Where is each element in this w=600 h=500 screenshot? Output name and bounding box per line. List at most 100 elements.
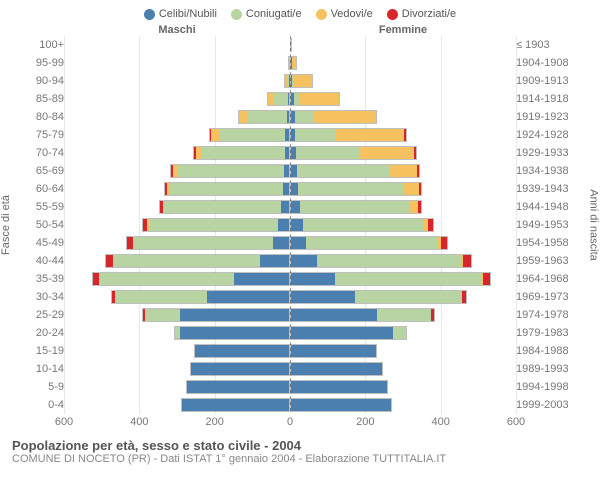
age-label: 50-54 bbox=[20, 219, 68, 231]
year-label: 1999-2003 bbox=[512, 399, 580, 411]
bar-female bbox=[290, 182, 422, 196]
year-label: 1984-1988 bbox=[512, 345, 580, 357]
year-label: 1929-1933 bbox=[512, 147, 580, 159]
age-label: 60-64 bbox=[20, 183, 68, 195]
age-row: 60-64 1939-1943 bbox=[20, 180, 580, 198]
legend: Celibi/Nubili Coniugati/e Vedovi/e Divorzia… bbox=[0, 0, 600, 24]
chart-title: Popolazione per età, sesso e stato civil… bbox=[12, 438, 588, 453]
col-title-male: Maschi bbox=[64, 24, 290, 36]
age-label: 45-49 bbox=[20, 237, 68, 249]
age-row: 55-59 1944-1948 bbox=[20, 198, 580, 216]
age-row: 80-841919-1923 bbox=[20, 108, 580, 126]
bar-female bbox=[290, 164, 420, 178]
age-row: 25-29 1974-1978 bbox=[20, 306, 580, 324]
y-axis-title-right: Anni di nascita bbox=[588, 189, 600, 261]
legend-item: Vedovi/e bbox=[316, 8, 373, 20]
year-label: 1914-1918 bbox=[512, 93, 580, 105]
year-label: 1969-1973 bbox=[512, 291, 580, 303]
year-label: 1934-1938 bbox=[512, 165, 580, 177]
age-label: 80-84 bbox=[20, 111, 68, 123]
bar-male bbox=[111, 290, 290, 304]
bar-male bbox=[194, 344, 290, 358]
bar-female bbox=[290, 74, 313, 88]
legend-label: Celibi/Nubili bbox=[159, 8, 217, 20]
bar-male bbox=[105, 254, 290, 268]
age-label: 15-19 bbox=[20, 345, 68, 357]
year-label: 1909-1913 bbox=[512, 75, 580, 87]
bar-female bbox=[290, 380, 388, 394]
bar-female bbox=[290, 272, 491, 286]
age-row: 95-99 1904-1908 bbox=[20, 54, 580, 72]
age-row: 20-241979-1983 bbox=[20, 324, 580, 342]
age-label: 95-99 bbox=[20, 57, 68, 69]
bar-male bbox=[181, 398, 290, 412]
bar-male bbox=[92, 272, 290, 286]
legend-label: Coniugati/e bbox=[246, 8, 302, 20]
age-row: 65-691934-1938 bbox=[20, 162, 580, 180]
bar-male bbox=[126, 236, 290, 250]
year-label: 1944-1948 bbox=[512, 201, 580, 213]
bar-female bbox=[290, 362, 383, 376]
x-tick: 200 bbox=[205, 416, 223, 428]
bar-female bbox=[290, 110, 377, 124]
bar-female bbox=[290, 218, 434, 232]
bar-female bbox=[290, 290, 467, 304]
bar-male bbox=[238, 110, 290, 124]
age-label: 85-89 bbox=[20, 93, 68, 105]
age-row: 45-49 1954-1958 bbox=[20, 234, 580, 252]
bar-female bbox=[290, 200, 422, 214]
age-row: 30-34 1969-1973 bbox=[20, 288, 580, 306]
bar-female bbox=[290, 236, 448, 250]
age-row: 70-74 1929-1933 bbox=[20, 144, 580, 162]
legend-item: Coniugati/e bbox=[231, 8, 302, 20]
age-label: 100+ bbox=[20, 39, 68, 51]
bar-male bbox=[164, 182, 290, 196]
age-row: 85-89 1914-1918 bbox=[20, 90, 580, 108]
year-label: 1924-1928 bbox=[512, 129, 580, 141]
year-label: 1974-1978 bbox=[512, 309, 580, 321]
bar-female bbox=[290, 326, 407, 340]
chart-footer: Popolazione per età, sesso e stato civil… bbox=[12, 438, 588, 465]
year-label: 1949-1953 bbox=[512, 219, 580, 231]
x-tick: 400 bbox=[130, 416, 148, 428]
legend-swatch bbox=[231, 9, 242, 20]
legend-swatch bbox=[316, 9, 327, 20]
age-row: 100+≤ 1903 bbox=[20, 36, 580, 54]
x-axis: 6004002000200400600 bbox=[20, 416, 580, 430]
age-label: 30-34 bbox=[20, 291, 68, 303]
age-label: 25-29 bbox=[20, 309, 68, 321]
bar-female bbox=[290, 92, 340, 106]
legend-swatch bbox=[144, 9, 155, 20]
legend-swatch bbox=[387, 9, 398, 20]
age-row: 90-94 1909-1913 bbox=[20, 72, 580, 90]
age-label: 55-59 bbox=[20, 201, 68, 213]
bar-male bbox=[190, 362, 290, 376]
age-label: 20-24 bbox=[20, 327, 68, 339]
legend-label: Divorziati/e bbox=[402, 8, 456, 20]
age-row: 50-54 1949-1953 bbox=[20, 216, 580, 234]
bar-female bbox=[290, 344, 377, 358]
x-tick: 400 bbox=[431, 416, 449, 428]
age-label: 75-79 bbox=[20, 129, 68, 141]
bar-male bbox=[193, 146, 290, 160]
year-label: 1954-1958 bbox=[512, 237, 580, 249]
age-row: 40-441959-1963 bbox=[20, 252, 580, 270]
bar-female bbox=[290, 308, 435, 322]
bar-male bbox=[267, 92, 290, 106]
age-label: 70-74 bbox=[20, 147, 68, 159]
year-label: 1959-1963 bbox=[512, 255, 580, 267]
legend-item: Divorziati/e bbox=[387, 8, 456, 20]
year-label: 1904-1908 bbox=[512, 57, 580, 69]
year-label: 1994-1998 bbox=[512, 381, 580, 393]
bar-female bbox=[290, 398, 392, 412]
bar-female bbox=[290, 128, 407, 142]
year-label: 1939-1943 bbox=[512, 183, 580, 195]
bar-male bbox=[142, 218, 290, 232]
year-label: 1964-1968 bbox=[512, 273, 580, 285]
bar-male bbox=[209, 128, 290, 142]
age-row: 10-141989-1993 bbox=[20, 360, 580, 378]
x-tick: 600 bbox=[55, 416, 73, 428]
age-label: 35-39 bbox=[20, 273, 68, 285]
age-label: 90-94 bbox=[20, 75, 68, 87]
age-label: 0-4 bbox=[20, 399, 68, 411]
